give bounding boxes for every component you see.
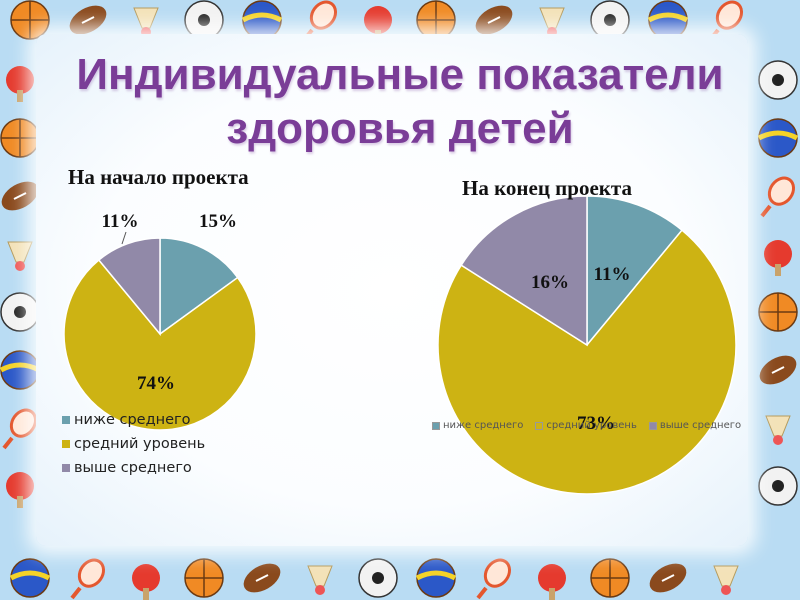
pie-slice-average xyxy=(63,258,257,431)
legend-swatch xyxy=(535,421,544,430)
ping-pong-paddle-icon xyxy=(6,472,34,508)
leader-line xyxy=(121,231,127,245)
rugby-ball-icon xyxy=(243,563,281,593)
legend-label: средний уровень xyxy=(546,420,637,431)
volleyball-icon xyxy=(9,558,51,598)
title-line-1: Индивидуальные показатели xyxy=(76,50,724,99)
pie-slice-below-average xyxy=(159,237,239,336)
data-label: 73% xyxy=(577,413,615,434)
legend-label: средний уровень xyxy=(74,436,206,452)
chart-1-title: На начало проекта xyxy=(68,165,249,189)
data-label: 11% xyxy=(102,211,139,232)
chart-2-legend: ниже среднего средний уровень выше средн… xyxy=(432,420,753,431)
data-label: 15% xyxy=(199,211,237,232)
soccer-ball-icon xyxy=(0,292,40,332)
legend-item-below-average: ниже среднего xyxy=(62,408,205,432)
pie-slice-below-average xyxy=(586,195,684,348)
pie-slice-above-average xyxy=(460,195,588,347)
pie-chart-2: 11% 73% 16% xyxy=(437,195,737,495)
legend-item-below-average: ниже среднего xyxy=(432,420,523,431)
soccer-ball-icon xyxy=(758,466,798,506)
shuttlecock-icon xyxy=(307,565,333,595)
rugby-ball-icon xyxy=(649,563,687,593)
basketball-icon xyxy=(10,0,50,40)
data-label: 74% xyxy=(137,373,175,394)
legend-label: выше среднего xyxy=(74,460,192,476)
tennis-racket-icon xyxy=(760,176,796,218)
shuttlecock-icon xyxy=(713,565,739,595)
volleyball-icon xyxy=(757,118,799,158)
legend-swatch xyxy=(62,416,70,424)
pie-slice-above-average xyxy=(97,237,161,337)
legend-swatch xyxy=(62,440,70,448)
soccer-ball-icon xyxy=(358,558,398,598)
legend-item-above-average: выше среднего xyxy=(648,420,742,431)
legend-label: выше среднего xyxy=(659,420,742,431)
chart-1-legend: ниже среднего средний уровень выше средн… xyxy=(62,408,205,480)
legend-item-above-average: выше среднего xyxy=(62,456,205,480)
volleyball-icon xyxy=(647,0,689,40)
rugby-ball-icon xyxy=(69,5,107,35)
rugby-ball-icon xyxy=(1,181,39,211)
ping-pong-paddle-icon xyxy=(538,564,566,600)
rugby-ball-icon xyxy=(475,5,513,35)
data-label: 16% xyxy=(531,272,569,293)
rugby-ball-icon xyxy=(759,355,797,385)
tennis-racket-icon xyxy=(2,408,38,450)
basketball-icon xyxy=(758,292,798,332)
soccer-ball-icon xyxy=(758,60,798,100)
volleyball-icon xyxy=(415,558,457,598)
pie-slice-average xyxy=(437,229,737,495)
basketball-icon xyxy=(184,558,224,598)
volleyball-icon xyxy=(241,0,283,40)
legend-item-average: средний уровень xyxy=(62,432,205,456)
chart-2-title: На конец проекта xyxy=(462,176,632,200)
legend-label: ниже среднего xyxy=(443,420,524,431)
tennis-racket-icon xyxy=(70,558,106,600)
title-line-2: здоровья детей xyxy=(226,104,574,153)
ping-pong-paddle-icon xyxy=(6,66,34,102)
legend-swatch xyxy=(62,464,70,472)
ping-pong-paddle-icon xyxy=(132,564,160,600)
legend-swatch xyxy=(432,421,440,430)
legend-swatch xyxy=(648,421,657,430)
tennis-racket-icon xyxy=(476,558,512,600)
page-title: Индивидуальные показатели здоровья детей xyxy=(40,48,760,156)
shuttlecock-icon xyxy=(765,415,791,445)
ping-pong-paddle-icon xyxy=(764,240,792,276)
shuttlecock-icon xyxy=(7,241,33,271)
pie-chart-1: 15% 74% 11% xyxy=(63,211,257,431)
legend-item-average: средний уровень xyxy=(535,420,637,431)
data-label: 11% xyxy=(594,264,631,285)
legend-label: ниже среднего xyxy=(74,412,191,428)
basketball-icon xyxy=(590,558,630,598)
